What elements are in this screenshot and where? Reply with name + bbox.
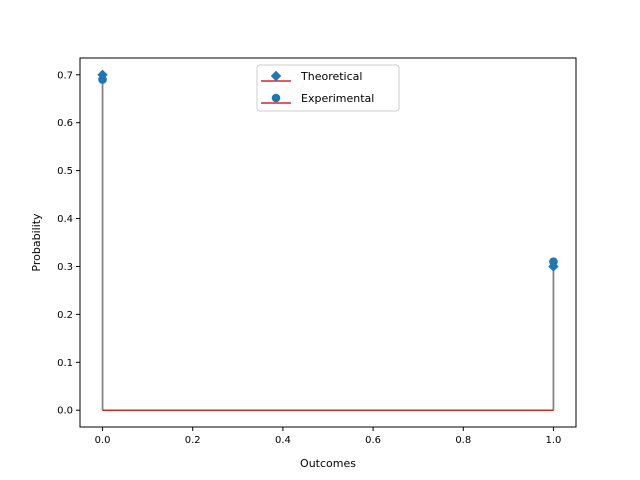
legend-items: Theoretical Experimental — [261, 70, 374, 105]
x-tick-label: 0.0 — [95, 435, 111, 446]
x-tick-label: 0.8 — [455, 435, 471, 446]
y-tick-label: 0.3 — [57, 262, 73, 273]
legend-box — [256, 64, 400, 112]
circle-marker — [98, 75, 107, 84]
plot-layer — [97, 69, 559, 411]
legend-diamond-marker — [270, 70, 282, 82]
x-axis-ticks: 0.0 0.2 0.4 0.6 0.8 1.0 — [95, 427, 562, 446]
x-tick-label: 0.6 — [365, 435, 381, 446]
x-tick-label: 0.4 — [275, 435, 291, 446]
legend-circle-marker — [271, 93, 281, 103]
x-tick-label: 0.2 — [185, 435, 201, 446]
y-tick-label: 0.7 — [57, 70, 73, 81]
x-axis-label: Outcomes — [300, 457, 356, 470]
y-tick-label: 0.5 — [57, 166, 73, 177]
diamond-marker — [548, 261, 559, 272]
legend-label: Theoretical — [300, 70, 362, 83]
legend-label: Experimental — [301, 92, 374, 105]
y-tick-label: 0.4 — [57, 214, 73, 225]
y-tick-label: 0.1 — [57, 358, 73, 369]
x-tick-label: 1.0 — [546, 435, 562, 446]
y-tick-label: 0.2 — [57, 310, 73, 321]
y-axis-ticks: 0.0 0.1 0.2 0.3 0.4 0.5 0.6 0.7 — [57, 70, 80, 417]
y-tick-label: 0.6 — [57, 118, 73, 129]
y-tick-label: 0.0 — [57, 406, 73, 417]
axes-frame — [79, 57, 577, 428]
y-axis-label: Probability — [30, 213, 43, 272]
circle-marker — [549, 257, 558, 266]
legend: Theoretical Experimental — [256, 64, 400, 112]
